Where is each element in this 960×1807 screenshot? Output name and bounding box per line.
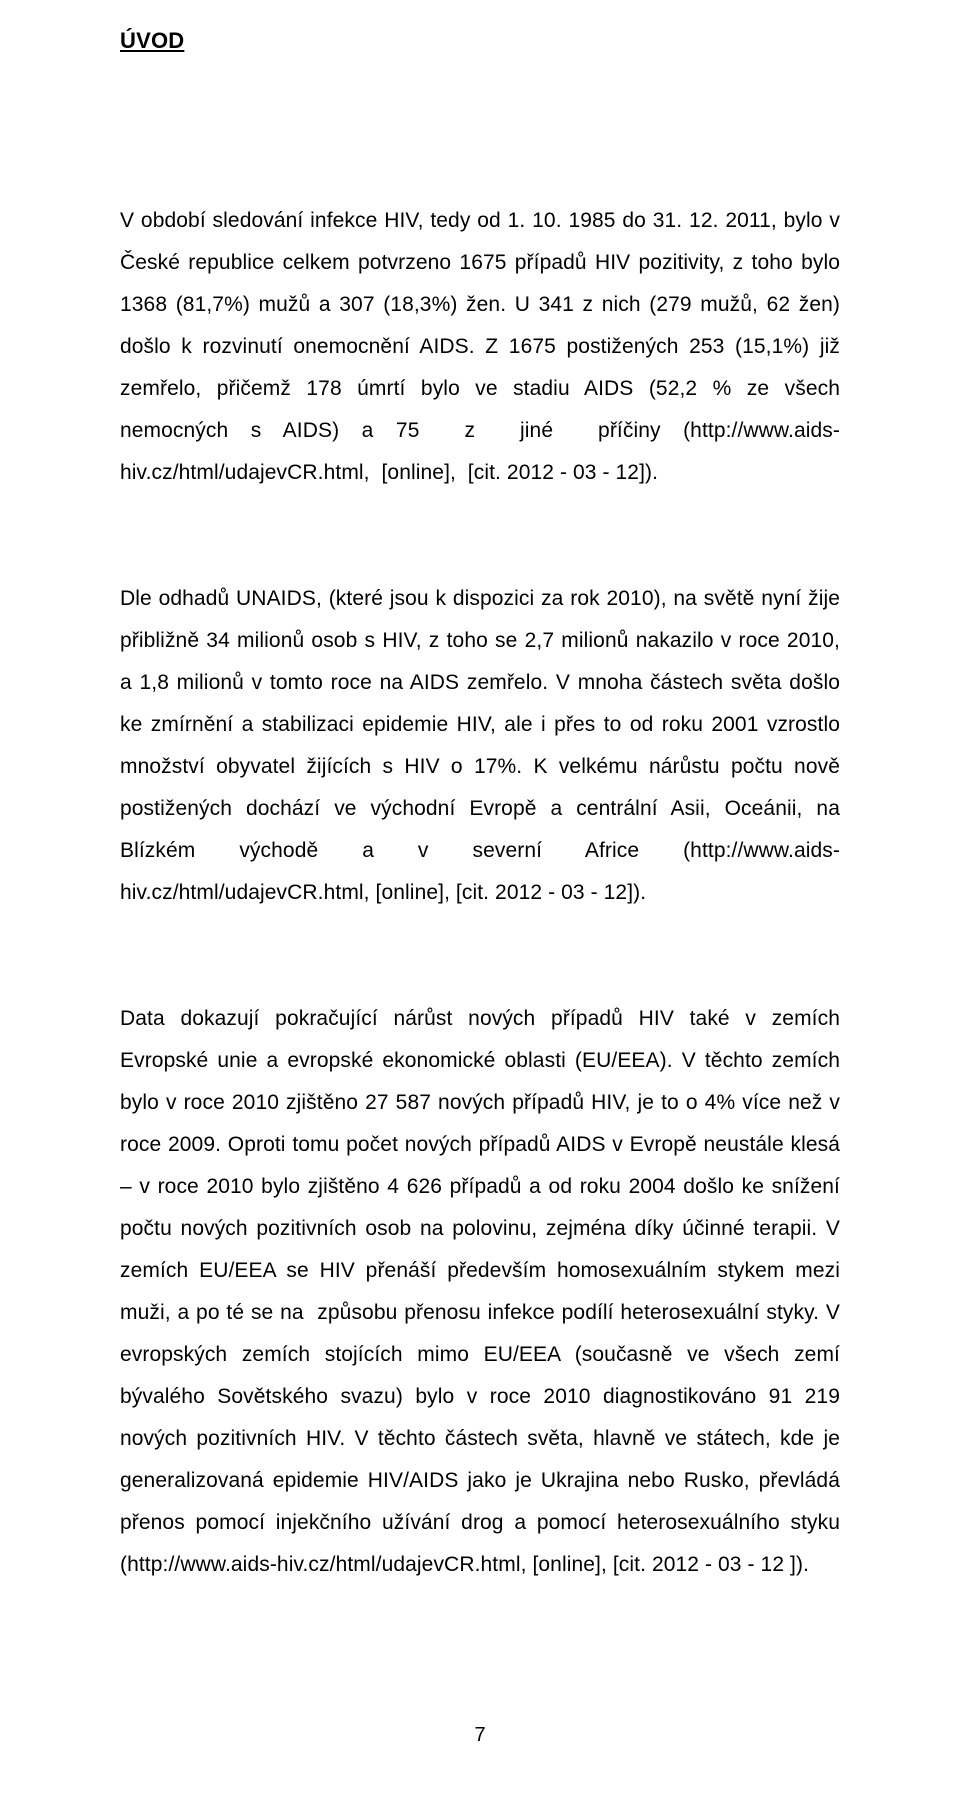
- paragraph-2: Dle odhadů UNAIDS, (které jsou k dispozi…: [120, 578, 840, 914]
- paragraph-3: Data dokazují pokračující nárůst nových …: [120, 998, 840, 1586]
- document-page: ÚVOD V období sledování infekce HIV, ted…: [0, 0, 960, 1807]
- body-text: V období sledování infekce HIV, tedy od …: [120, 116, 840, 1670]
- paragraph-1: V období sledování infekce HIV, tedy od …: [120, 200, 840, 494]
- section-heading: ÚVOD: [120, 28, 840, 54]
- page-number: 7: [120, 1724, 840, 1747]
